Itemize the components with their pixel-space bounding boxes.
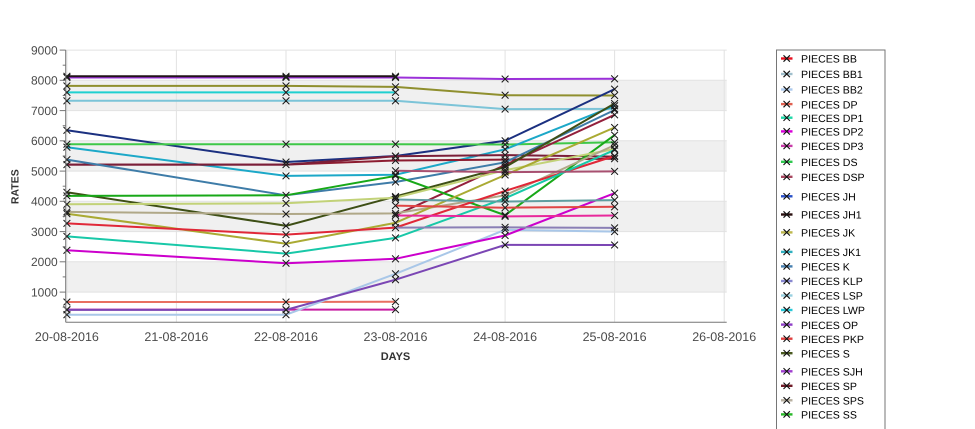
svg-text:PIECES OP: PIECES OP	[801, 320, 858, 332]
svg-text:PIECES JH1: PIECES JH1	[801, 210, 862, 222]
svg-text:22-08-2016: 22-08-2016	[254, 330, 318, 344]
svg-text:PIECES BB1: PIECES BB1	[801, 69, 863, 81]
svg-text:PIECES JH: PIECES JH	[801, 192, 856, 204]
svg-text:PIECES SP: PIECES SP	[801, 381, 857, 393]
svg-text:25-08-2016: 25-08-2016	[583, 330, 647, 344]
svg-text:PIECES LSP: PIECES LSP	[801, 291, 863, 303]
svg-text:26-08-2016: 26-08-2016	[692, 330, 756, 344]
svg-text:PIECES JK1: PIECES JK1	[801, 247, 861, 259]
svg-text:PIECES DS: PIECES DS	[801, 157, 858, 169]
svg-text:1000: 1000	[31, 285, 58, 299]
svg-text:21-08-2016: 21-08-2016	[144, 330, 208, 344]
svg-text:4000: 4000	[31, 195, 58, 209]
svg-text:PIECES DP: PIECES DP	[801, 99, 858, 111]
svg-text:PIECES SJH: PIECES SJH	[801, 367, 863, 379]
svg-text:2000: 2000	[31, 255, 58, 269]
svg-text:PIECES S: PIECES S	[801, 348, 850, 360]
svg-text:PIECES BB2: PIECES BB2	[801, 85, 863, 97]
svg-text:PIECES LWP: PIECES LWP	[801, 305, 865, 317]
svg-text:23-08-2016: 23-08-2016	[364, 330, 428, 344]
svg-text:PIECES KLP: PIECES KLP	[801, 276, 863, 288]
svg-text:5000: 5000	[31, 164, 58, 178]
svg-text:PIECES BB: PIECES BB	[801, 54, 857, 66]
svg-text:PIECES DP3: PIECES DP3	[801, 141, 864, 153]
svg-text:PIECES PKP: PIECES PKP	[801, 334, 864, 346]
svg-text:PIECES SPS: PIECES SPS	[801, 396, 864, 408]
svg-text:8000: 8000	[31, 74, 58, 88]
svg-text:PIECES DP1: PIECES DP1	[801, 113, 864, 125]
svg-text:20-08-2016: 20-08-2016	[35, 330, 99, 344]
svg-text:6000: 6000	[31, 134, 58, 148]
svg-text:PIECES K: PIECES K	[801, 262, 850, 274]
svg-text:24-08-2016: 24-08-2016	[473, 330, 537, 344]
svg-text:9000: 9000	[31, 43, 58, 57]
svg-text:PIECES JK: PIECES JK	[801, 228, 855, 240]
svg-text:7000: 7000	[31, 104, 58, 118]
svg-text:RATES: RATES	[9, 169, 21, 204]
svg-text:3000: 3000	[31, 225, 58, 239]
svg-text:PIECES DP2: PIECES DP2	[801, 127, 864, 139]
svg-text:DAYS: DAYS	[381, 351, 411, 363]
svg-text:PIECES DSP: PIECES DSP	[801, 172, 865, 184]
svg-text:PIECES SS: PIECES SS	[801, 410, 857, 422]
